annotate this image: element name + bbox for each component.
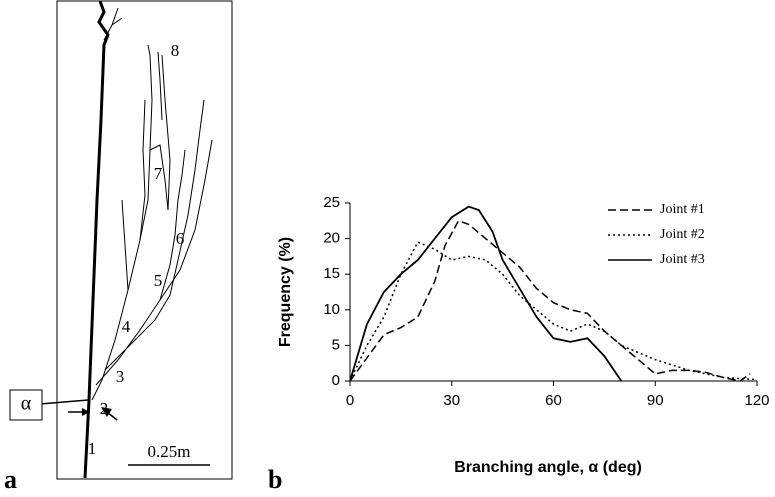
- crack: [91, 44, 153, 401]
- branch-label: 7: [154, 164, 163, 183]
- crack: [103, 7, 123, 41]
- series-line: [349, 219, 751, 382]
- legend-label: Joint #3: [660, 252, 705, 267]
- branch-label: 3: [116, 367, 125, 386]
- crack: [139, 54, 171, 241]
- main-crack: [83, 0, 110, 479]
- series-line: [349, 205, 623, 382]
- frame: [56, 0, 233, 480]
- branch-label: 1: [88, 439, 97, 458]
- angle-box: [9, 389, 43, 421]
- x-tick-label: 30: [443, 392, 460, 409]
- y-tick-label: 20: [323, 230, 340, 247]
- y-axis-label: Frequency (%): [277, 237, 294, 347]
- x-axis-label: Branching angle, α (deg): [454, 459, 642, 476]
- branch-label: 6: [176, 229, 185, 248]
- y-tick-label: 25: [323, 194, 340, 211]
- panel-label: a: [4, 465, 17, 494]
- branch-label: 5: [154, 271, 163, 290]
- branch-label: 2: [100, 399, 109, 418]
- legend-label: Joint #1: [660, 202, 705, 217]
- y-tick-label: 5: [332, 336, 340, 353]
- crack: [121, 51, 186, 301]
- panel-a-drawing: α 0.25m a: [4, 0, 233, 494]
- arrow-heads: [82, 407, 112, 417]
- y-tick-label: 0: [332, 372, 340, 389]
- scale-label: 0.25m: [148, 442, 191, 461]
- branch-label: 8: [171, 41, 180, 60]
- series-line: [349, 241, 758, 382]
- x-tick-label: 120: [744, 392, 769, 409]
- y-tick-label: 10: [323, 301, 340, 318]
- panel-label: b: [268, 465, 282, 494]
- x-tick-label: 90: [647, 392, 664, 409]
- legend-label: Joint #2: [660, 227, 705, 242]
- y-tick-label: 15: [323, 265, 340, 282]
- angle-label: α: [21, 393, 32, 415]
- crack: [95, 139, 213, 386]
- x-tick-label: 60: [545, 392, 562, 409]
- x-tick-label: 0: [346, 392, 354, 409]
- crack: [104, 99, 205, 371]
- branch-label: 4: [122, 317, 131, 336]
